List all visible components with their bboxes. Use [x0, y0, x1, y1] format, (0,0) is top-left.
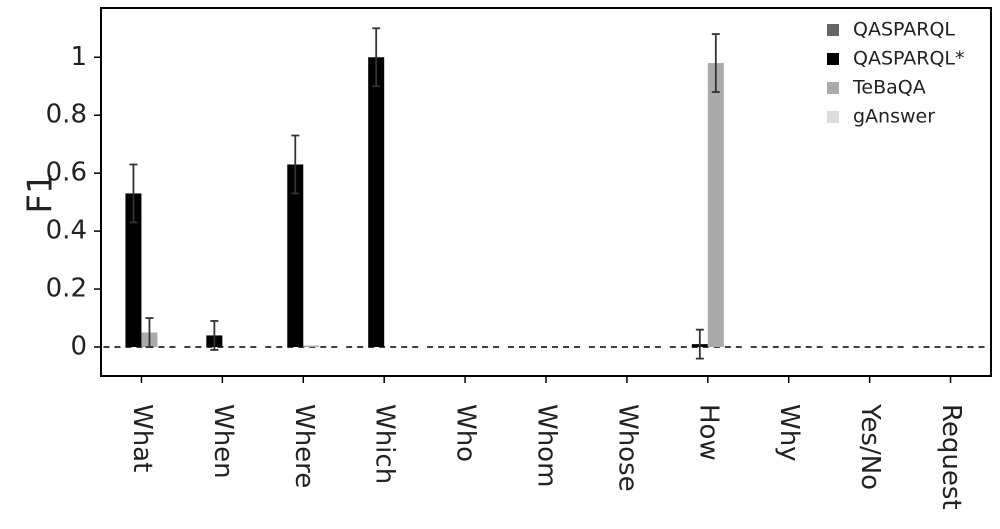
legend-swatch [827, 53, 839, 65]
x-tick-label: How [693, 404, 723, 461]
x-tick-label: What [127, 404, 157, 472]
x-tick-label: Yes/No [855, 403, 885, 490]
bar [368, 57, 385, 348]
error-bar [372, 27, 381, 88]
bar [287, 164, 304, 348]
x-tick-label: Whose [612, 404, 642, 492]
error-bar [210, 320, 219, 351]
legend-label: QASPARQL [853, 19, 955, 41]
bar [125, 193, 142, 348]
y-tick-label: 1 [70, 42, 87, 72]
y-tick-label: 0 [70, 332, 87, 362]
x-tick-label: Which [370, 404, 400, 484]
bar [707, 63, 724, 348]
error-bar [145, 317, 154, 348]
x-tick-label: Where [289, 404, 319, 488]
y-tick-label: 0.6 [46, 158, 87, 188]
legend-label: gAnswer [853, 106, 935, 128]
legend-swatch [827, 24, 839, 36]
error-bar [129, 163, 138, 224]
legend-label: TeBaQA [852, 77, 926, 99]
legend-label: QASPARQL* [853, 48, 965, 70]
x-tick-label: Why [774, 404, 804, 462]
error-bar [291, 134, 300, 195]
error-bar [695, 328, 704, 360]
error-bar [711, 33, 720, 93]
x-tick-label: Whom [532, 404, 562, 487]
legend-swatch [827, 82, 839, 94]
y-tick-label: 0.4 [46, 216, 87, 246]
bar [303, 345, 320, 348]
legend-swatch [827, 111, 839, 123]
y-tick-label: 0.2 [46, 274, 87, 304]
x-tick-label: When [208, 404, 238, 479]
y-tick-label: 0.8 [46, 100, 87, 130]
x-tick-label: Who [451, 404, 481, 462]
plot-frame [100, 7, 992, 377]
x-tick-label: Request [936, 404, 966, 510]
y-axis-label: F1 [21, 172, 61, 213]
